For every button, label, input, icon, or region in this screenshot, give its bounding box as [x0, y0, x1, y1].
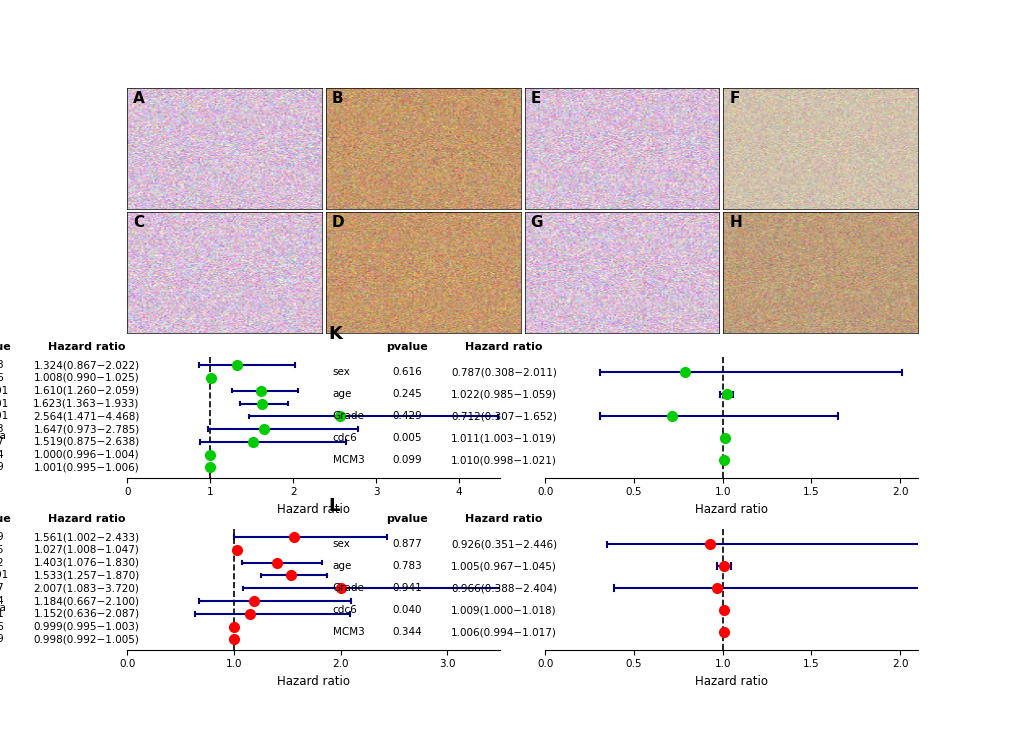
Text: E: E: [530, 91, 540, 107]
Text: Hazard ratio: Hazard ratio: [465, 515, 542, 524]
Text: Hazard ratio: Hazard ratio: [48, 515, 125, 524]
Text: Hazard ratio: Hazard ratio: [465, 342, 542, 353]
X-axis label: Hazard ratio: Hazard ratio: [694, 675, 767, 688]
Text: <0.001: <0.001: [0, 385, 8, 396]
Text: 1.324(0.867−2.022): 1.324(0.867−2.022): [34, 360, 140, 370]
Text: H: H: [729, 215, 741, 230]
Text: 0.049: 0.049: [0, 532, 4, 542]
Text: 0.012: 0.012: [0, 558, 4, 568]
Text: 0.712(0.307−1.652): 0.712(0.307−1.652): [450, 411, 556, 421]
Text: 1.010(0.998−1.021): 1.010(0.998−1.021): [450, 456, 556, 465]
Text: 0.429: 0.429: [392, 411, 422, 421]
Text: 0.245: 0.245: [392, 389, 422, 399]
Text: MCM3: MCM3: [332, 627, 364, 637]
X-axis label: Hazard ratio: Hazard ratio: [694, 503, 767, 516]
Text: 1.006(0.994−1.017): 1.006(0.994−1.017): [450, 627, 556, 637]
Text: pvalue: pvalue: [386, 342, 428, 353]
Text: D: D: [331, 215, 344, 230]
Text: 0.756: 0.756: [0, 622, 4, 631]
Text: <0.001: <0.001: [0, 411, 8, 421]
Text: 0.966(0.388−2.404): 0.966(0.388−2.404): [450, 583, 556, 593]
Text: 0.564: 0.564: [0, 596, 4, 606]
Text: 2.007(1.083−3.720): 2.007(1.083−3.720): [34, 583, 140, 593]
Text: 1.011(1.003−1.019): 1.011(1.003−1.019): [450, 433, 556, 443]
Text: 0.787(0.308−2.011): 0.787(0.308−2.011): [450, 367, 556, 377]
Text: age: age: [332, 561, 352, 572]
Text: 1.001(0.995−1.006): 1.001(0.995−1.006): [34, 463, 140, 472]
Text: 1.152(0.636−2.087): 1.152(0.636−2.087): [34, 609, 140, 619]
Text: 1.000(0.996−1.004): 1.000(0.996−1.004): [34, 450, 140, 460]
Text: cdc6: cdc6: [332, 433, 357, 443]
Text: Grade: Grade: [332, 583, 364, 593]
Text: Vessel carcinoma
embolus: Vessel carcinoma embolus: [0, 603, 6, 625]
Text: 1.184(0.667−2.100): 1.184(0.667−2.100): [34, 596, 140, 606]
Text: 0.344: 0.344: [392, 627, 422, 637]
Text: 0.193: 0.193: [0, 360, 4, 370]
Text: Vessel carcinoma
embolus: Vessel carcinoma embolus: [0, 431, 6, 453]
X-axis label: Hazard ratio: Hazard ratio: [277, 503, 351, 516]
Text: 0.904: 0.904: [0, 450, 4, 460]
Text: 0.759: 0.759: [0, 463, 4, 472]
Text: 0.137: 0.137: [0, 437, 4, 447]
Text: 1.027(1.008−1.047): 1.027(1.008−1.047): [34, 545, 140, 555]
Text: B: B: [331, 91, 343, 107]
Text: sex: sex: [332, 539, 351, 550]
Text: F: F: [729, 91, 739, 107]
Text: pvalue: pvalue: [386, 515, 428, 524]
Text: K: K: [328, 325, 342, 342]
Text: 0.005: 0.005: [392, 433, 422, 443]
Text: 0.926(0.351−2.446): 0.926(0.351−2.446): [450, 539, 556, 550]
Text: A: A: [133, 91, 145, 107]
Text: 0.099: 0.099: [392, 456, 422, 465]
Text: pvalue: pvalue: [0, 342, 10, 353]
Text: Hazard ratio: Hazard ratio: [48, 342, 125, 353]
Text: <0.001: <0.001: [0, 399, 8, 409]
Text: 0.941: 0.941: [392, 583, 422, 593]
Text: 0.999(0.995−1.003): 0.999(0.995−1.003): [34, 622, 140, 631]
Text: <0.001: <0.001: [0, 570, 8, 580]
Text: 1.022(0.985−1.059): 1.022(0.985−1.059): [450, 389, 556, 399]
Text: 0.386: 0.386: [0, 373, 4, 383]
Text: 1.647(0.973−2.785): 1.647(0.973−2.785): [34, 424, 140, 434]
Text: 1.610(1.260−2.059): 1.610(1.260−2.059): [34, 385, 140, 396]
Text: sex: sex: [332, 367, 351, 377]
Text: C: C: [133, 215, 145, 230]
Text: 1.403(1.076−1.830): 1.403(1.076−1.830): [34, 558, 140, 568]
Text: 0.027: 0.027: [0, 583, 4, 593]
Text: Grade: Grade: [332, 411, 364, 421]
Text: 1.561(1.002−2.433): 1.561(1.002−2.433): [34, 532, 140, 542]
Text: 1.519(0.875−2.638): 1.519(0.875−2.638): [34, 437, 140, 447]
Text: 0.005: 0.005: [0, 545, 4, 555]
Text: cdc6: cdc6: [332, 605, 357, 615]
Text: 1.009(1.000−1.018): 1.009(1.000−1.018): [450, 605, 556, 615]
Text: 1.008(0.990−1.025): 1.008(0.990−1.025): [34, 373, 140, 383]
Text: 0.063: 0.063: [0, 424, 4, 434]
Text: 1.623(1.363−1.933): 1.623(1.363−1.933): [34, 399, 140, 409]
Text: 0.599: 0.599: [0, 634, 4, 645]
Text: 0.040: 0.040: [392, 605, 422, 615]
Text: 0.998(0.992−1.005): 0.998(0.992−1.005): [34, 634, 140, 645]
Text: 1.005(0.967−1.045): 1.005(0.967−1.045): [450, 561, 556, 572]
Text: G: G: [530, 215, 542, 230]
Text: 1.533(1.257−1.870): 1.533(1.257−1.870): [34, 570, 140, 580]
Text: 2.564(1.471−4.468): 2.564(1.471−4.468): [34, 411, 140, 421]
Text: 0.616: 0.616: [392, 367, 422, 377]
Text: MCM3: MCM3: [332, 456, 364, 465]
Text: pvalue: pvalue: [0, 515, 10, 524]
Text: age: age: [332, 389, 352, 399]
Text: 0.641: 0.641: [0, 609, 4, 619]
X-axis label: Hazard ratio: Hazard ratio: [277, 675, 351, 688]
Text: L: L: [328, 496, 340, 515]
Text: 0.783: 0.783: [392, 561, 422, 572]
Text: 0.877: 0.877: [392, 539, 422, 550]
